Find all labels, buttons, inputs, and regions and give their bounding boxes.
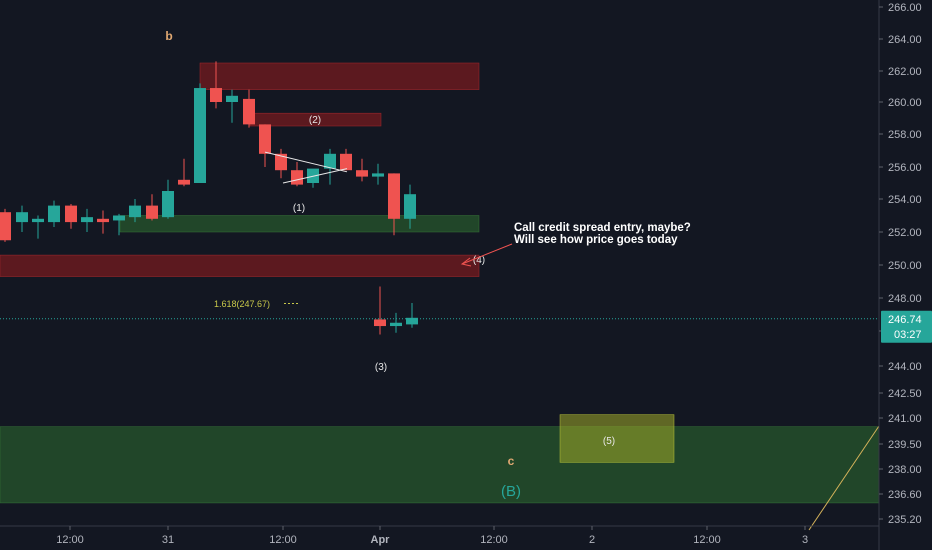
time-tick-label-5: 2 bbox=[589, 534, 595, 546]
wave-label-2: (1) bbox=[293, 203, 305, 214]
candle-body-20 bbox=[324, 153, 336, 169]
wave-label-1: (2) bbox=[309, 115, 321, 126]
candle-body-2 bbox=[32, 218, 44, 223]
time-tick-label-0: 12:00 bbox=[56, 534, 84, 546]
candle-body-16 bbox=[259, 124, 271, 154]
candle-body-6 bbox=[97, 218, 109, 223]
price-tick-label-17: 235.20 bbox=[888, 514, 922, 526]
candle-body-22 bbox=[356, 170, 368, 177]
price-tick-label-13: 241.00 bbox=[888, 413, 922, 425]
wave-label-0: b bbox=[165, 29, 172, 43]
wave-label-3: (3) bbox=[375, 362, 387, 373]
price-tick-label-11: 244.00 bbox=[888, 361, 922, 373]
annotation-arrow-line bbox=[461, 243, 513, 265]
candle-body-1 bbox=[16, 212, 28, 223]
zone-red-3 bbox=[0, 254, 480, 277]
candle-body-12 bbox=[194, 88, 206, 183]
candle-body-27 bbox=[390, 322, 402, 327]
price-tick-label-8: 250.00 bbox=[888, 260, 922, 272]
candle-body-7 bbox=[113, 215, 125, 221]
candle-body-23 bbox=[372, 173, 384, 177]
candle-body-15 bbox=[243, 98, 255, 125]
price-tick-label-4: 258.00 bbox=[888, 129, 922, 141]
zone-green-2 bbox=[119, 215, 480, 233]
time-tick-label-7: 3 bbox=[802, 534, 808, 546]
price-tick-label-5: 256.00 bbox=[888, 162, 922, 174]
candle-body-8 bbox=[129, 205, 141, 218]
price-tick-label-1: 264.00 bbox=[888, 34, 922, 46]
candle-body-10 bbox=[162, 191, 174, 218]
fib-label: 1.618(247.67) bbox=[214, 299, 270, 309]
price-tick-label-15: 238.00 bbox=[888, 464, 922, 476]
triangle-lower-line bbox=[282, 168, 348, 184]
candle-body-21 bbox=[340, 153, 352, 171]
wave-label-6: c bbox=[508, 454, 515, 468]
zone-yellow-5 bbox=[559, 414, 675, 463]
price-tick-label-14: 239.50 bbox=[888, 439, 922, 451]
bar-countdown: 03:27 bbox=[894, 329, 922, 341]
candle-body-4 bbox=[65, 205, 77, 223]
candle-body-13 bbox=[210, 88, 222, 102]
annotation-line-0: Call credit spread entry, maybe? bbox=[514, 222, 691, 234]
trend-line bbox=[808, 425, 880, 531]
price-tick-label-7: 252.00 bbox=[888, 227, 922, 239]
candle-body-11 bbox=[178, 179, 190, 185]
candle-body-18 bbox=[291, 170, 303, 185]
annotation-line-1: Will see how price goes today bbox=[514, 234, 678, 246]
price-tick-label-12: 242.50 bbox=[888, 388, 922, 400]
candle-body-0 bbox=[0, 212, 11, 241]
candle-body-9 bbox=[146, 205, 158, 219]
last-price-value: 246.74 bbox=[888, 314, 922, 326]
wave-label-4: (4) bbox=[473, 255, 485, 266]
price-tick-label-16: 236.60 bbox=[888, 489, 922, 501]
candle-body-24 bbox=[388, 173, 400, 219]
zone-green-4 bbox=[0, 426, 880, 504]
price-tick-label-0: 266.00 bbox=[888, 2, 922, 14]
annotation-arrow-head bbox=[460, 257, 472, 267]
triangle-upper-line bbox=[264, 151, 348, 173]
time-tick-label-6: 12:00 bbox=[693, 534, 721, 546]
price-tick-label-9: 248.00 bbox=[888, 293, 922, 305]
candle-body-25 bbox=[404, 194, 416, 219]
wave-label-7: (B) bbox=[501, 483, 521, 500]
candle-body-14 bbox=[226, 95, 238, 102]
time-tick-label-1: 31 bbox=[162, 534, 174, 546]
price-tick-label-2: 262.00 bbox=[888, 66, 922, 78]
price-tick-label-3: 260.00 bbox=[888, 97, 922, 109]
time-tick-label-4: 12:00 bbox=[480, 534, 508, 546]
candle-body-3 bbox=[48, 205, 60, 223]
last-price-badge bbox=[881, 310, 932, 343]
zone-red-0 bbox=[199, 62, 480, 90]
candle-body-17 bbox=[275, 153, 287, 171]
wave-label-5: (5) bbox=[603, 436, 615, 447]
candle-body-28 bbox=[406, 317, 418, 325]
price-tick-label-6: 254.00 bbox=[888, 194, 922, 206]
time-tick-label-2: 12:00 bbox=[269, 534, 297, 546]
candle-body-5 bbox=[81, 217, 93, 223]
time-tick-label-3: Apr bbox=[371, 534, 391, 546]
candle-body-26 bbox=[374, 319, 386, 327]
